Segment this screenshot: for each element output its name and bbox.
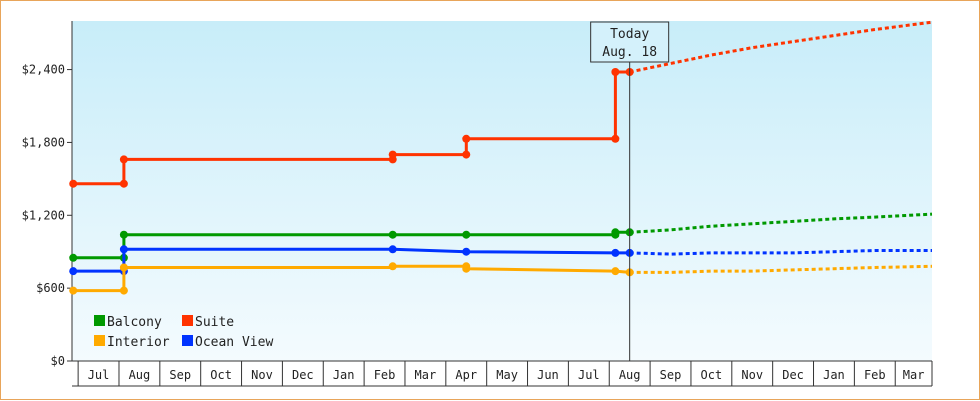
- data-point-suite: [388, 150, 397, 159]
- data-point-ocean-view: [462, 247, 471, 256]
- legend-label-interior: Interior: [107, 335, 170, 350]
- x-tick-label: Dec: [292, 368, 314, 382]
- x-tick-label: Sep: [169, 368, 191, 382]
- x-tick-label: Feb: [374, 368, 396, 382]
- x-tick-label: Oct: [210, 368, 232, 382]
- legend-swatch-balcony: [94, 315, 105, 326]
- legend-swatch-interior: [94, 335, 105, 346]
- x-axis: Jul Aug Sep Oct Nov Dec Jan Feb Mar Apr May Jun Jul A…: [72, 360, 933, 387]
- plot-area: [72, 21, 932, 361]
- series-forecast-interior: [629, 264, 933, 274]
- data-point-interior: [69, 286, 78, 295]
- series-forecast-ocean-view: [629, 249, 932, 256]
- y-tick-label: $1,200: [22, 208, 65, 222]
- y-axis: $0 $600 $1,200 $1,800 $2,400: [22, 21, 73, 368]
- series-layer: [69, 20, 933, 295]
- data-point-ocean-view: [611, 248, 620, 257]
- data-point-suite: [119, 155, 128, 164]
- data-point-suite: [462, 134, 471, 143]
- x-tick-label: Dec: [782, 368, 804, 382]
- today-callout-label: Today: [610, 27, 649, 42]
- x-tick-label: Mar: [903, 368, 925, 382]
- y-tick-label: $2,400: [22, 63, 65, 77]
- today-marker: Today Aug. 18: [590, 21, 670, 361]
- data-point-interior: [119, 286, 128, 295]
- data-point-suite: [611, 68, 620, 76]
- y-tick-label: $600: [36, 281, 65, 295]
- x-tick-label: Jan: [823, 368, 845, 382]
- y-tick-label: $0: [51, 354, 65, 368]
- data-point-ocean-view: [388, 245, 397, 254]
- today-callout-box: [590, 21, 670, 63]
- data-point-interior: [388, 262, 397, 271]
- data-point-balcony: [611, 228, 620, 237]
- y-tick-label: $1,800: [22, 135, 65, 149]
- data-point-interior: [611, 267, 620, 276]
- series-forecast-suite: [629, 20, 933, 74]
- x-tick-label: Feb: [864, 368, 886, 382]
- legend-swatch-suite: [182, 315, 193, 326]
- data-point-balcony: [462, 230, 471, 239]
- legend-label-balcony: Balcony: [107, 315, 162, 330]
- legend-label-suite: Suite: [195, 315, 234, 330]
- data-point-balcony: [119, 230, 128, 239]
- data-point-balcony: [69, 253, 78, 262]
- x-tick-label: May: [496, 368, 518, 382]
- data-point-interior: [462, 264, 471, 273]
- data-point-suite: [119, 179, 128, 188]
- data-point-interior: [119, 263, 128, 272]
- x-tick-label: Mar: [415, 368, 437, 382]
- legend-swatch-ocean-view: [182, 335, 193, 346]
- x-tick-label: Jul: [578, 368, 600, 382]
- x-tick-label: Aug: [619, 368, 641, 382]
- series-forecast-balcony: [629, 212, 933, 234]
- x-tick-label: Oct: [701, 368, 723, 382]
- series-line-suite: [73, 70, 630, 186]
- data-point-ocean-view: [69, 267, 78, 276]
- data-point-ocean-view: [119, 245, 128, 254]
- legend-label-ocean-view: Ocean View: [195, 335, 273, 350]
- legend: Balcony Suite Interior Ocean View: [94, 315, 273, 350]
- data-point-balcony: [388, 230, 397, 239]
- data-point-suite: [611, 134, 620, 143]
- x-tick-label: Aug: [129, 368, 151, 382]
- data-point-suite: [462, 150, 471, 159]
- x-tick-label: Jun: [537, 368, 559, 382]
- x-tick-label: Nov: [251, 368, 273, 382]
- x-tick-label: Jul: [88, 368, 110, 382]
- x-tick-label: Nov: [741, 368, 763, 382]
- x-tick-label: Apr: [455, 368, 477, 382]
- x-tick-label: Jan: [333, 368, 355, 382]
- x-tick-label: Sep: [660, 368, 682, 382]
- today-callout-date: Aug. 18: [602, 45, 657, 60]
- data-point-suite: [69, 179, 78, 188]
